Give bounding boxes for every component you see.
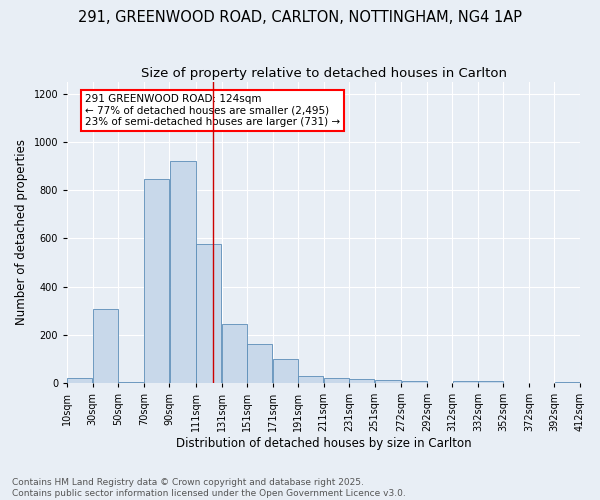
Bar xyxy=(273,359,298,383)
Bar xyxy=(298,376,323,383)
Bar xyxy=(375,380,401,383)
Bar xyxy=(170,161,196,383)
Bar xyxy=(478,381,503,383)
Bar xyxy=(247,344,272,383)
Bar xyxy=(93,310,118,383)
Bar xyxy=(222,324,247,383)
X-axis label: Distribution of detached houses by size in Carlton: Distribution of detached houses by size … xyxy=(176,437,472,450)
Bar xyxy=(144,180,169,383)
Bar xyxy=(401,380,427,383)
Bar xyxy=(196,244,221,383)
Text: 291 GREENWOOD ROAD: 124sqm
← 77% of detached houses are smaller (2,495)
23% of s: 291 GREENWOOD ROAD: 124sqm ← 77% of deta… xyxy=(85,94,340,127)
Bar xyxy=(349,380,374,383)
Bar xyxy=(555,382,580,383)
Y-axis label: Number of detached properties: Number of detached properties xyxy=(15,140,28,326)
Text: Contains HM Land Registry data © Crown copyright and database right 2025.
Contai: Contains HM Land Registry data © Crown c… xyxy=(12,478,406,498)
Bar xyxy=(452,381,478,383)
Bar xyxy=(118,382,143,383)
Bar xyxy=(324,378,349,383)
Bar xyxy=(67,378,92,383)
Text: 291, GREENWOOD ROAD, CARLTON, NOTTINGHAM, NG4 1AP: 291, GREENWOOD ROAD, CARLTON, NOTTINGHAM… xyxy=(78,10,522,25)
Title: Size of property relative to detached houses in Carlton: Size of property relative to detached ho… xyxy=(140,68,506,80)
